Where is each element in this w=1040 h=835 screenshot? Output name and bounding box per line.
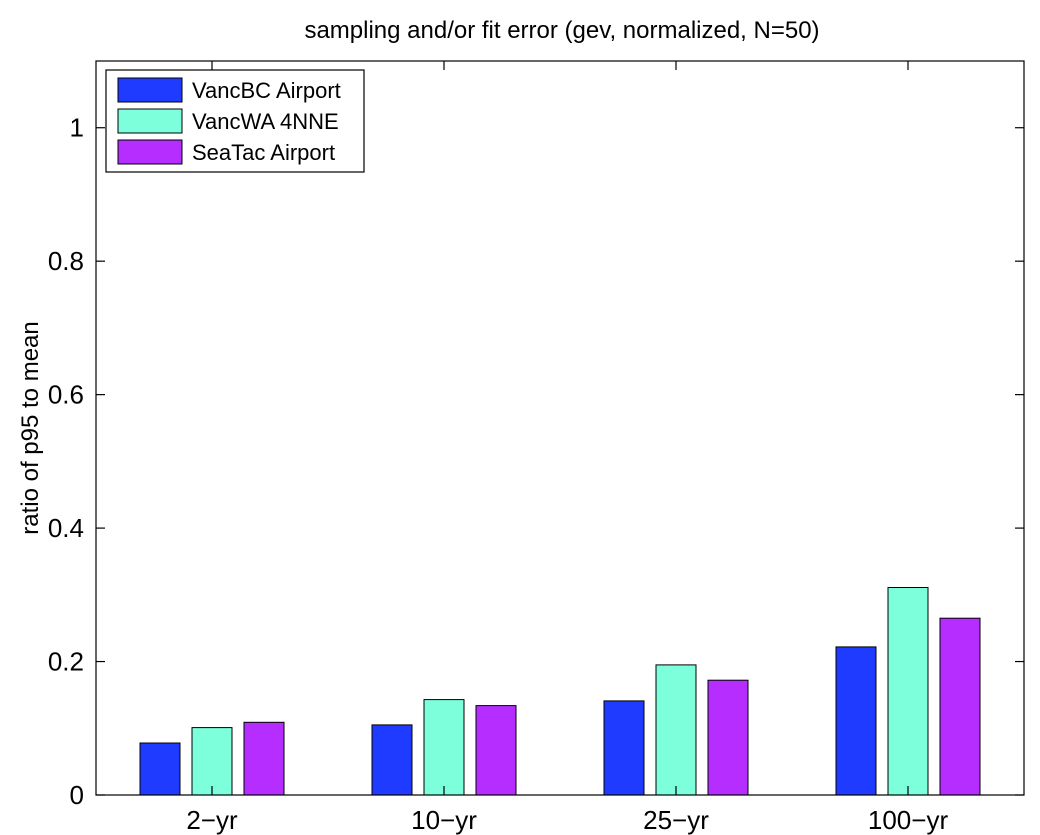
legend-swatch-2 — [117, 108, 183, 134]
bar-2-4 — [887, 587, 929, 796]
x-tick-label-0: 2−yr — [186, 805, 238, 835]
bars-group — [139, 587, 981, 796]
legend: VancBC Airport VancWA 4NNE SeaTac Airport — [105, 69, 365, 173]
bar-3-4 — [939, 617, 981, 796]
bar-3-2 — [475, 705, 517, 796]
axes-group: 0 0.2 0.4 0.6 0.8 1 2−yr 10−yr 25−yr 100−yr — [48, 60, 1025, 835]
legend-swatch-3 — [117, 139, 183, 165]
plot-frame — [95, 60, 1025, 796]
y-tick-label-1: 0.2 — [48, 647, 84, 677]
legend-label-2: VancWA 4NNE — [192, 109, 339, 134]
bar-2-1 — [191, 727, 233, 796]
y-axis-label: ratio of p95 to mean — [17, 321, 44, 534]
x-tick-label-2: 25−yr — [643, 805, 709, 835]
y-tick-label-4: 0.8 — [48, 246, 84, 276]
y-tick-label-5: 1 — [70, 113, 84, 143]
x-tick-label-3: 100−yr — [868, 805, 949, 835]
bar-1-4 — [835, 646, 877, 796]
bar-1-1 — [139, 742, 181, 796]
y-tick-label-2: 0.4 — [48, 513, 84, 543]
bar-2-2 — [423, 699, 465, 796]
bar-3-3 — [707, 679, 749, 796]
bar-1-2 — [371, 724, 413, 796]
bar-3-1 — [243, 721, 285, 796]
legend-swatch-1 — [117, 77, 183, 103]
x-tick-label-1: 10−yr — [411, 805, 477, 835]
chart-title: sampling and/or fit error (gev, normaliz… — [304, 17, 819, 44]
legend-label-1: VancBC Airport — [192, 78, 341, 103]
legend-label-3: SeaTac Airport — [192, 140, 335, 165]
bar-1-3 — [603, 700, 645, 796]
bar-2-3 — [655, 664, 697, 796]
y-tick-label-0: 0 — [70, 780, 84, 810]
y-tick-label-3: 0.6 — [48, 380, 84, 410]
